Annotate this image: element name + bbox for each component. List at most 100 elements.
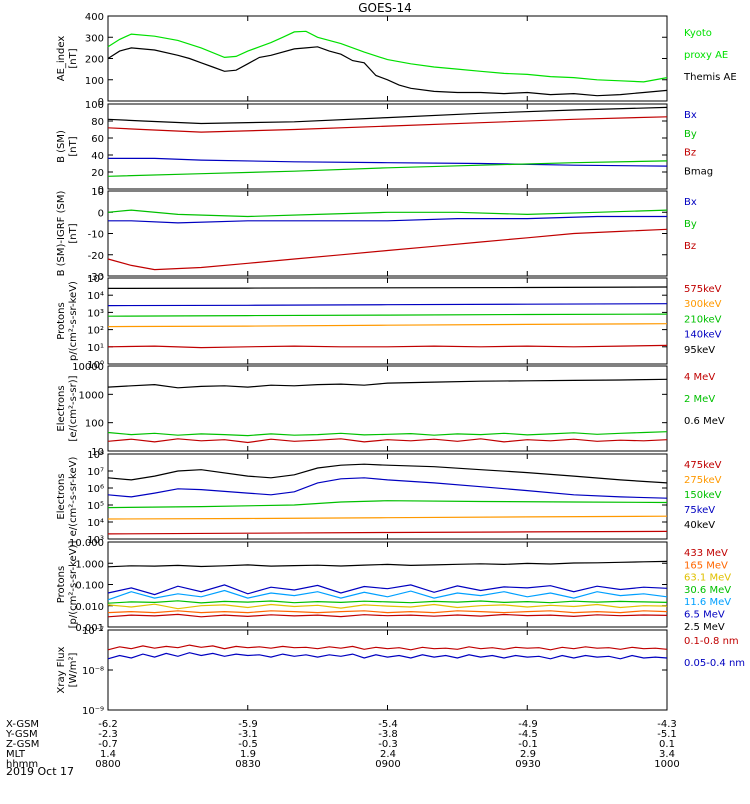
legend-entry: 0.1-0.8 nm xyxy=(684,636,739,647)
y-axis-label: p/(cm²-s-sr-keV) xyxy=(68,281,79,361)
y-tick-label: 10 xyxy=(91,447,104,458)
y-tick-label: 10 xyxy=(91,187,104,198)
legend-entry: 140keV xyxy=(684,330,722,341)
series-line xyxy=(107,323,668,328)
series-line xyxy=(107,431,668,437)
footer-value: 0830 xyxy=(235,759,260,770)
legend-entry: Bmag xyxy=(684,166,713,177)
y-tick-label: 10⁴ xyxy=(87,291,104,302)
legend-entry: Bz xyxy=(684,241,696,252)
y-tick-label: 0 xyxy=(98,208,104,219)
y-axis-label: e/(cm²-s-sr-keV) xyxy=(68,457,79,537)
y-axis-label: [e/(cm²-s-sr)] xyxy=(68,375,79,441)
legend-entry: Bx xyxy=(684,110,697,121)
y-tick-label: 10⁷ xyxy=(87,467,104,478)
y-tick-label: 100 xyxy=(85,76,104,87)
footer-value: 1.9 xyxy=(240,749,256,760)
y-axis-label: Electrons xyxy=(56,473,67,519)
series-line xyxy=(107,438,668,444)
series-line xyxy=(107,610,668,614)
series-line xyxy=(107,30,668,83)
legend-entry: By xyxy=(684,129,697,140)
series-line xyxy=(107,463,668,484)
y-axis-label: Protons xyxy=(56,566,67,603)
footer-value: -3.8 xyxy=(378,729,398,740)
footer-value: -6.2 xyxy=(98,719,118,730)
panel-5: 10 100 1000 10000 Electrons [e/(cm²-s-sr)] 4 M… xyxy=(56,362,725,458)
y-axis-label: [p/(cm²-s-sr-keV)] xyxy=(68,541,79,629)
y-tick-label: 10¹ xyxy=(87,343,104,354)
y-tick-label: 60 xyxy=(91,134,104,145)
panel-6: 10³ 10⁴ 10⁵ 10⁶ 10⁷ 10⁸ Electrons e/(cm²-s-sr-k… xyxy=(56,450,722,546)
series-line xyxy=(107,500,668,509)
legend-entry: 0.05-0.4 nm xyxy=(684,658,745,669)
series-line xyxy=(107,160,668,177)
legend-entry: 275keV xyxy=(684,475,722,486)
series-line xyxy=(107,378,668,389)
series-line xyxy=(107,344,668,349)
footer-value: -0.5 xyxy=(238,739,258,750)
footer-date: 2019 Oct 17 xyxy=(6,765,74,778)
series-line xyxy=(107,603,668,610)
series-line xyxy=(107,116,668,133)
y-tick-label: 10⁶ xyxy=(87,484,104,495)
footer-row-label: X-GSM xyxy=(6,719,39,730)
footer-value: 2.9 xyxy=(520,749,536,760)
legend-entry: 475keV xyxy=(684,460,722,471)
y-axis-label: [nT] xyxy=(68,136,79,156)
footer-row-label: Y-GSM xyxy=(5,729,38,740)
series-line xyxy=(107,652,668,660)
y-tick-label: 10⁻⁷ xyxy=(82,626,104,637)
footer-row-label: Z-GSM xyxy=(6,739,39,750)
y-tick-label: 1000 xyxy=(79,390,104,401)
series-line xyxy=(107,589,668,601)
y-tick-label: 100 xyxy=(85,419,104,430)
series-line xyxy=(107,303,668,307)
series-line xyxy=(108,215,667,224)
series-line xyxy=(107,106,668,125)
y-tick-label: 0 xyxy=(98,97,104,108)
y-tick-label: 0 xyxy=(98,185,104,196)
series-line xyxy=(107,209,668,218)
legend-entry: 165 MeV xyxy=(684,560,728,571)
y-tick-label: -10 xyxy=(88,230,104,241)
series-line xyxy=(107,286,668,289)
y-tick-label: 20 xyxy=(91,168,104,179)
y-tick-label: 10⁻⁹ xyxy=(82,706,104,717)
footer-value: -5.1 xyxy=(657,729,677,740)
panel-frame xyxy=(107,453,668,540)
series-line xyxy=(107,46,668,97)
y-tick-label: 1.000 xyxy=(75,559,104,570)
footer-value: 0.1 xyxy=(659,739,675,750)
y-axis-label: B (SM)-IGRF (SM) xyxy=(56,191,67,277)
footer-value: -2.3 xyxy=(98,729,118,740)
legend-entry: proxy AE xyxy=(684,50,728,61)
panel-frame xyxy=(107,277,668,365)
panel-frame xyxy=(107,103,668,190)
series-line xyxy=(107,530,668,535)
series-line xyxy=(107,644,668,651)
footer-value: -5.4 xyxy=(378,719,398,730)
y-axis-label: Electrons xyxy=(56,385,67,431)
y-tick-label: 80 xyxy=(91,117,104,128)
y-tick-label: -20 xyxy=(88,251,104,262)
y-tick-label: 10⁰ xyxy=(87,360,104,371)
legend-entry: 40keV xyxy=(684,520,715,531)
legend-entry: 30.6 MeV xyxy=(684,585,731,596)
panel-8: 10⁻⁹ 10⁻⁸ 10⁻⁷ Xray Flux [W/m²] 0.1-0.8 nm 0.0… xyxy=(56,626,745,717)
y-tick-label: 10⁴ xyxy=(87,518,104,529)
footer-value: -4.9 xyxy=(518,719,538,730)
y-axis-label: [nT] xyxy=(68,48,79,68)
y-axis-label: Xray Flux xyxy=(56,646,67,693)
footer-value: 1000 xyxy=(654,759,679,770)
y-tick-label: 10⁸ xyxy=(87,450,104,461)
footer-value: 0800 xyxy=(95,759,120,770)
y-tick-label: 10.000 xyxy=(69,538,104,549)
legend-entry: Kyoto xyxy=(684,28,712,39)
footer-value: -4.3 xyxy=(657,719,677,730)
footer-value: -5.9 xyxy=(238,719,258,730)
